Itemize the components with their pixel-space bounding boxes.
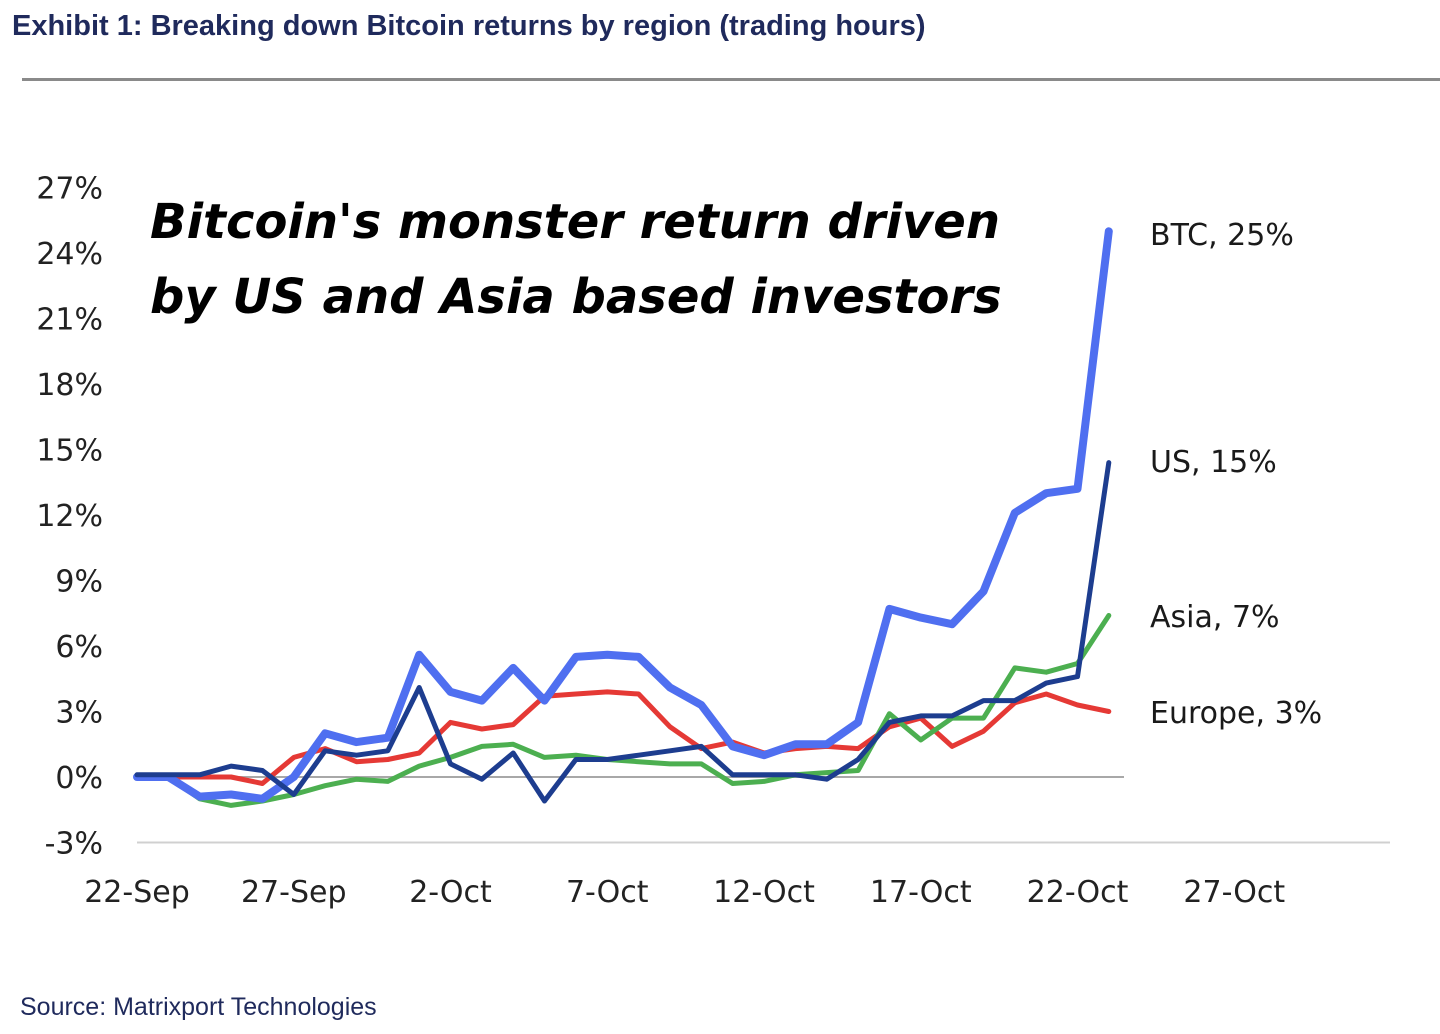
y-tick-label: 9% [55,565,103,600]
series-line-us [134,460,1112,804]
x-tick-label: 12-Oct [713,875,815,910]
series-label-us: US, 15% [1150,445,1277,480]
title-divider [22,78,1440,81]
axes: -3% 0% 3% 6% 9% 12% 15% 18% 21% 24% 27% 22-Sep 27-Se… [36,172,1390,910]
y-tick-label: 21% [36,303,103,338]
y-tick-label: 3% [55,696,103,731]
series-label-asia: Asia, 7% [1150,600,1280,635]
series-line-asia [134,613,1112,808]
source-note: Source: Matrixport Technologies [20,993,377,1021]
y-tick-label: 27% [36,172,103,207]
y-tick-label: 6% [55,630,103,665]
y-tick-label: 15% [36,434,103,469]
chart-annotation: Bitcoin's monster return driven by US an… [150,194,1002,325]
x-tick-label: 2-Oct [409,875,492,910]
annotation-line-1: Bitcoin's monster return driven [150,194,1000,250]
series-line-btc [133,227,1113,803]
x-tick-label: 27-Oct [1183,875,1285,910]
x-tick-label: 7-Oct [566,875,649,910]
x-tick-label: 22-Sep [84,875,190,910]
annotation-line-2: by US and Asia based investors [150,269,1002,325]
y-tick-label: 0% [55,761,103,796]
series-label-btc: BTC, 25% [1150,218,1294,253]
y-tick-label: -3% [45,826,103,861]
exhibit-title: Exhibit 1: Breaking down Bitcoin returns… [12,10,926,42]
x-tick-label: 17-Oct [870,875,972,910]
y-tick-label: 24% [36,237,103,272]
series-line-europe [134,689,1112,786]
series-label-europe: Europe, 3% [1150,696,1322,731]
series-lines [133,227,1113,808]
x-tick-label: 22-Oct [1027,875,1129,910]
y-tick-label: 12% [36,499,103,534]
x-tick-label: 27-Sep [241,875,347,910]
y-tick-label: 18% [36,368,103,403]
end-labels: BTC, 25% US, 15% Asia, 7% Europe, 3% [1150,218,1322,731]
